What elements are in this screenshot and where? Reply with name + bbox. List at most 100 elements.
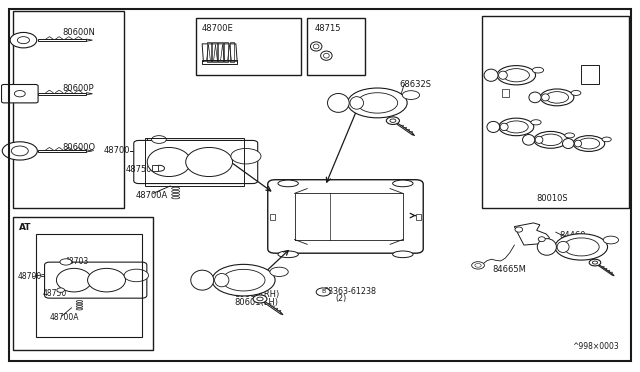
- Ellipse shape: [357, 93, 397, 113]
- Ellipse shape: [3, 142, 37, 160]
- Bar: [145, 138, 244, 186]
- Bar: [13, 217, 153, 350]
- Ellipse shape: [563, 238, 599, 256]
- Ellipse shape: [515, 227, 523, 232]
- Ellipse shape: [541, 94, 549, 101]
- Ellipse shape: [529, 92, 541, 103]
- Polygon shape: [86, 150, 92, 152]
- Polygon shape: [515, 223, 549, 245]
- Text: 80601(LH): 80601(LH): [234, 298, 278, 307]
- Ellipse shape: [393, 251, 413, 258]
- Ellipse shape: [602, 137, 611, 142]
- FancyBboxPatch shape: [134, 141, 258, 183]
- Bar: [212, 42, 217, 62]
- Ellipse shape: [186, 147, 232, 177]
- Ellipse shape: [538, 237, 545, 241]
- Bar: [230, 42, 234, 62]
- Circle shape: [257, 297, 263, 301]
- Text: 80600Q: 80600Q: [62, 143, 95, 152]
- Ellipse shape: [147, 147, 191, 177]
- Circle shape: [390, 119, 396, 122]
- Bar: [483, 16, 629, 208]
- Polygon shape: [38, 93, 86, 95]
- Ellipse shape: [503, 68, 529, 82]
- Bar: [36, 234, 141, 337]
- Text: 48700A: 48700A: [135, 191, 168, 200]
- Ellipse shape: [484, 69, 498, 81]
- Ellipse shape: [504, 121, 528, 133]
- Polygon shape: [598, 265, 613, 275]
- Text: 48750: 48750: [43, 289, 67, 298]
- FancyBboxPatch shape: [268, 180, 423, 253]
- Bar: [307, 18, 365, 75]
- Polygon shape: [38, 39, 86, 41]
- Text: 48750: 48750: [125, 165, 152, 174]
- Text: ^998×0003: ^998×0003: [572, 342, 618, 351]
- Ellipse shape: [56, 268, 92, 292]
- Text: 80600N: 80600N: [62, 28, 95, 37]
- Ellipse shape: [57, 288, 65, 292]
- Ellipse shape: [500, 123, 508, 131]
- Circle shape: [387, 117, 399, 125]
- Ellipse shape: [191, 270, 214, 290]
- Text: 48700: 48700: [103, 147, 130, 155]
- Ellipse shape: [124, 269, 148, 282]
- Ellipse shape: [564, 133, 575, 138]
- Polygon shape: [86, 39, 92, 41]
- Ellipse shape: [555, 234, 607, 260]
- Ellipse shape: [531, 120, 541, 125]
- Ellipse shape: [323, 53, 329, 58]
- Polygon shape: [397, 124, 413, 135]
- Ellipse shape: [214, 273, 229, 287]
- Text: 84665M: 84665M: [492, 264, 526, 273]
- Text: (2): (2): [335, 294, 346, 303]
- Ellipse shape: [278, 180, 298, 187]
- Ellipse shape: [212, 264, 275, 296]
- Circle shape: [593, 261, 598, 264]
- Circle shape: [475, 263, 481, 267]
- Ellipse shape: [231, 148, 261, 164]
- Ellipse shape: [545, 92, 568, 103]
- Text: 80600P: 80600P: [62, 84, 93, 93]
- Ellipse shape: [532, 67, 543, 73]
- Bar: [207, 42, 211, 62]
- Ellipse shape: [535, 136, 543, 143]
- Ellipse shape: [540, 89, 574, 106]
- Ellipse shape: [348, 88, 407, 118]
- Ellipse shape: [499, 71, 508, 79]
- Ellipse shape: [314, 44, 319, 49]
- Ellipse shape: [538, 238, 556, 255]
- Circle shape: [12, 146, 28, 156]
- Bar: [270, 214, 275, 220]
- Ellipse shape: [575, 140, 582, 147]
- Polygon shape: [612, 275, 614, 276]
- Text: 84460: 84460: [559, 231, 586, 240]
- Bar: [196, 18, 301, 75]
- Ellipse shape: [310, 42, 322, 51]
- Ellipse shape: [88, 268, 125, 292]
- Circle shape: [589, 259, 601, 266]
- Polygon shape: [280, 313, 283, 315]
- Ellipse shape: [497, 65, 536, 85]
- Ellipse shape: [522, 135, 535, 145]
- Ellipse shape: [487, 121, 500, 132]
- Ellipse shape: [60, 259, 72, 265]
- Bar: [581, 65, 599, 84]
- Ellipse shape: [578, 138, 600, 149]
- Text: 80010S: 80010S: [537, 195, 568, 203]
- Ellipse shape: [499, 118, 534, 136]
- Text: 48703: 48703: [65, 257, 90, 266]
- Ellipse shape: [393, 180, 413, 187]
- Ellipse shape: [571, 90, 581, 96]
- Ellipse shape: [222, 269, 265, 291]
- Ellipse shape: [534, 131, 568, 148]
- Text: 48715: 48715: [315, 24, 341, 33]
- Text: 80600(RH): 80600(RH): [234, 291, 279, 299]
- Polygon shape: [86, 93, 92, 95]
- Text: 68632S: 68632S: [399, 80, 431, 89]
- Ellipse shape: [154, 165, 164, 171]
- Bar: [152, 165, 158, 171]
- Bar: [224, 42, 228, 62]
- Circle shape: [472, 262, 484, 269]
- Circle shape: [10, 32, 36, 48]
